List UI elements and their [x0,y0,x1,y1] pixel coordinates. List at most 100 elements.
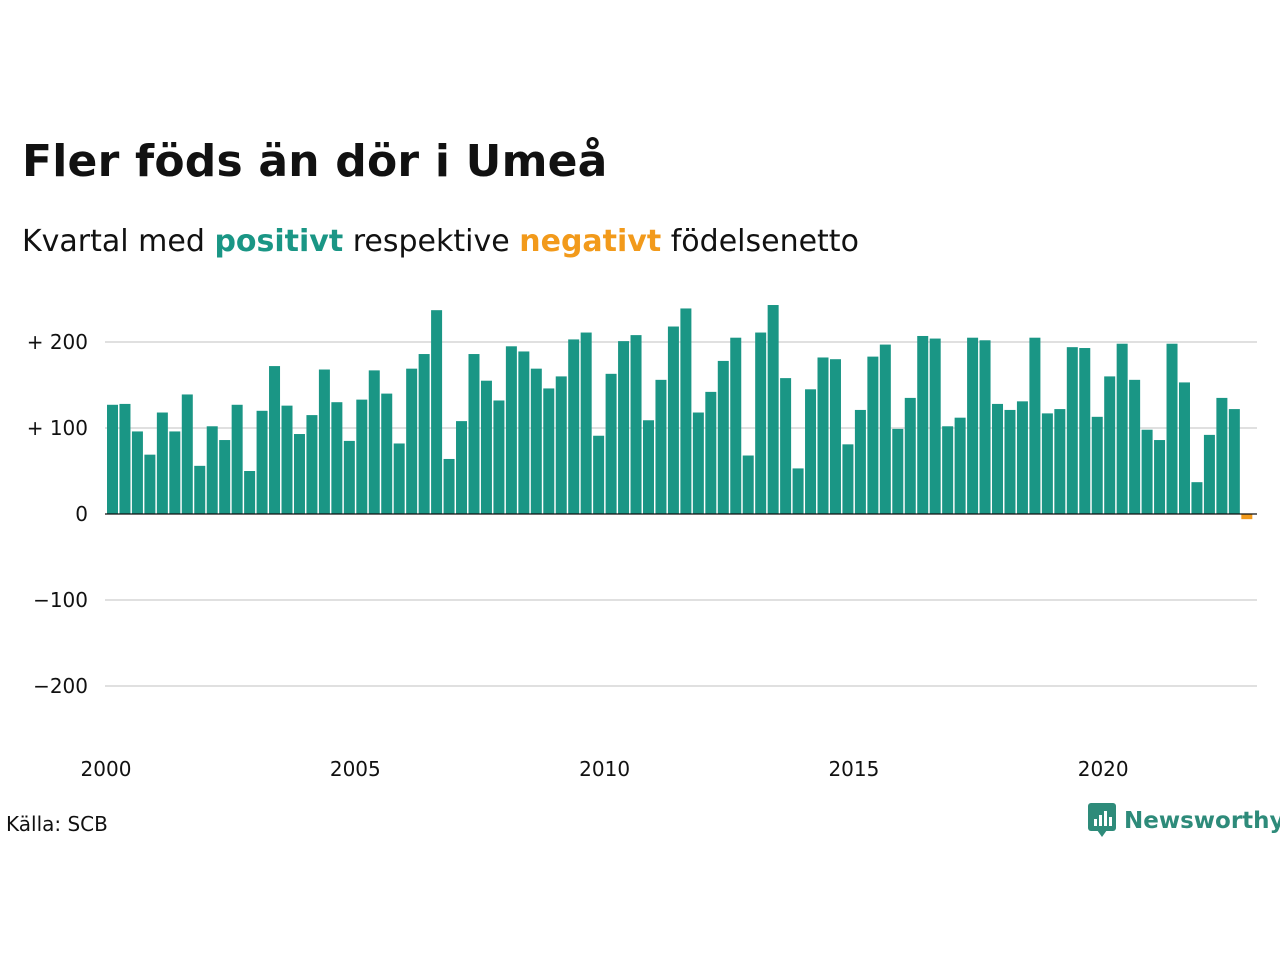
bar [1154,440,1166,514]
bar [381,393,393,514]
y-tick-label: −100 [33,588,88,612]
bar [1066,347,1078,514]
bar [1178,382,1190,514]
x-tick-label: 2015 [828,757,879,781]
bar [456,421,468,514]
y-axis: + 200 + 100 0 −100 −200 [27,330,88,698]
y-tick-label: −200 [33,674,88,698]
bar [817,357,829,514]
bar [717,360,729,514]
bar [842,444,854,514]
bar [929,338,941,514]
bar [879,344,891,514]
bar [406,368,418,514]
bar [1166,343,1178,514]
bar [942,426,954,514]
bar [555,376,567,514]
bar [1016,401,1028,514]
bar [1216,397,1228,514]
bar [1141,429,1153,514]
bar [767,305,779,514]
bar [755,332,767,514]
bar [1104,376,1116,514]
bar [194,465,206,514]
bar [692,412,704,514]
bar [904,397,916,514]
bar [393,443,405,514]
bar [1029,337,1041,514]
bar [543,388,555,514]
bar [219,440,231,514]
bar [107,404,118,514]
bar [792,468,804,514]
bar [680,308,692,514]
bar [967,337,979,514]
bar [144,454,156,514]
bar [1116,343,1128,514]
bar [181,394,193,514]
bar [605,373,617,514]
bar [1203,434,1215,514]
bar [356,399,368,514]
bar [1054,409,1066,514]
bar [655,379,667,514]
bar [231,404,243,514]
bar [1091,416,1103,514]
subtitle-middle: respektive [352,224,510,259]
bar [119,403,131,514]
bar [1191,482,1203,514]
bar [954,417,966,514]
bar [1241,514,1253,520]
bar [667,326,679,514]
brand-name: Newsworthy [1124,808,1280,834]
bar [418,354,430,514]
bar [992,403,1004,514]
source-note: Källa: SCB [6,812,108,836]
bar [867,356,879,514]
bar [1129,379,1141,514]
bar [1079,348,1091,514]
bar [343,440,355,514]
subtitle-positive-label: positivt [214,224,344,259]
bar [568,339,580,514]
y-tick-label: + 200 [27,330,88,354]
bar [979,340,991,514]
x-axis: 2000 2005 2010 2015 2020 [81,757,1129,781]
chart-title: Fler föds än dör i Umeå [22,136,608,187]
x-tick-label: 2010 [579,757,630,781]
subtitle-prefix: Kvartal med [22,224,205,259]
bar [892,428,904,514]
bar [643,420,654,514]
bar [169,431,181,514]
subtitle-suffix: födelsenetto [670,224,859,259]
bar [331,402,343,514]
x-tick-label: 2005 [330,757,381,781]
bar [1041,413,1053,514]
bar [854,409,866,514]
bar [917,335,929,514]
chart-subtitle: Kvartal med positivt respektive negativt… [22,220,859,264]
bar [530,368,542,514]
bar [156,412,168,514]
bar [368,370,380,514]
y-tick-label: 0 [75,502,88,526]
bar [269,366,281,514]
bar [306,415,318,514]
bars [107,305,1253,520]
newsworthy-logo-icon [1088,803,1116,837]
bar [580,332,592,514]
x-tick-label: 2020 [1078,757,1129,781]
subtitle-negative-label: negativt [519,224,662,259]
bar [431,310,443,514]
bar [206,426,218,514]
bar [244,471,256,514]
y-tick-label: + 100 [27,416,88,440]
brand-logo: Newsworthy [1088,803,1280,839]
bar [805,389,817,514]
bar [131,431,143,514]
bar [705,391,717,514]
bar [443,458,455,514]
x-tick-label: 2000 [81,757,132,781]
bar [281,405,293,514]
